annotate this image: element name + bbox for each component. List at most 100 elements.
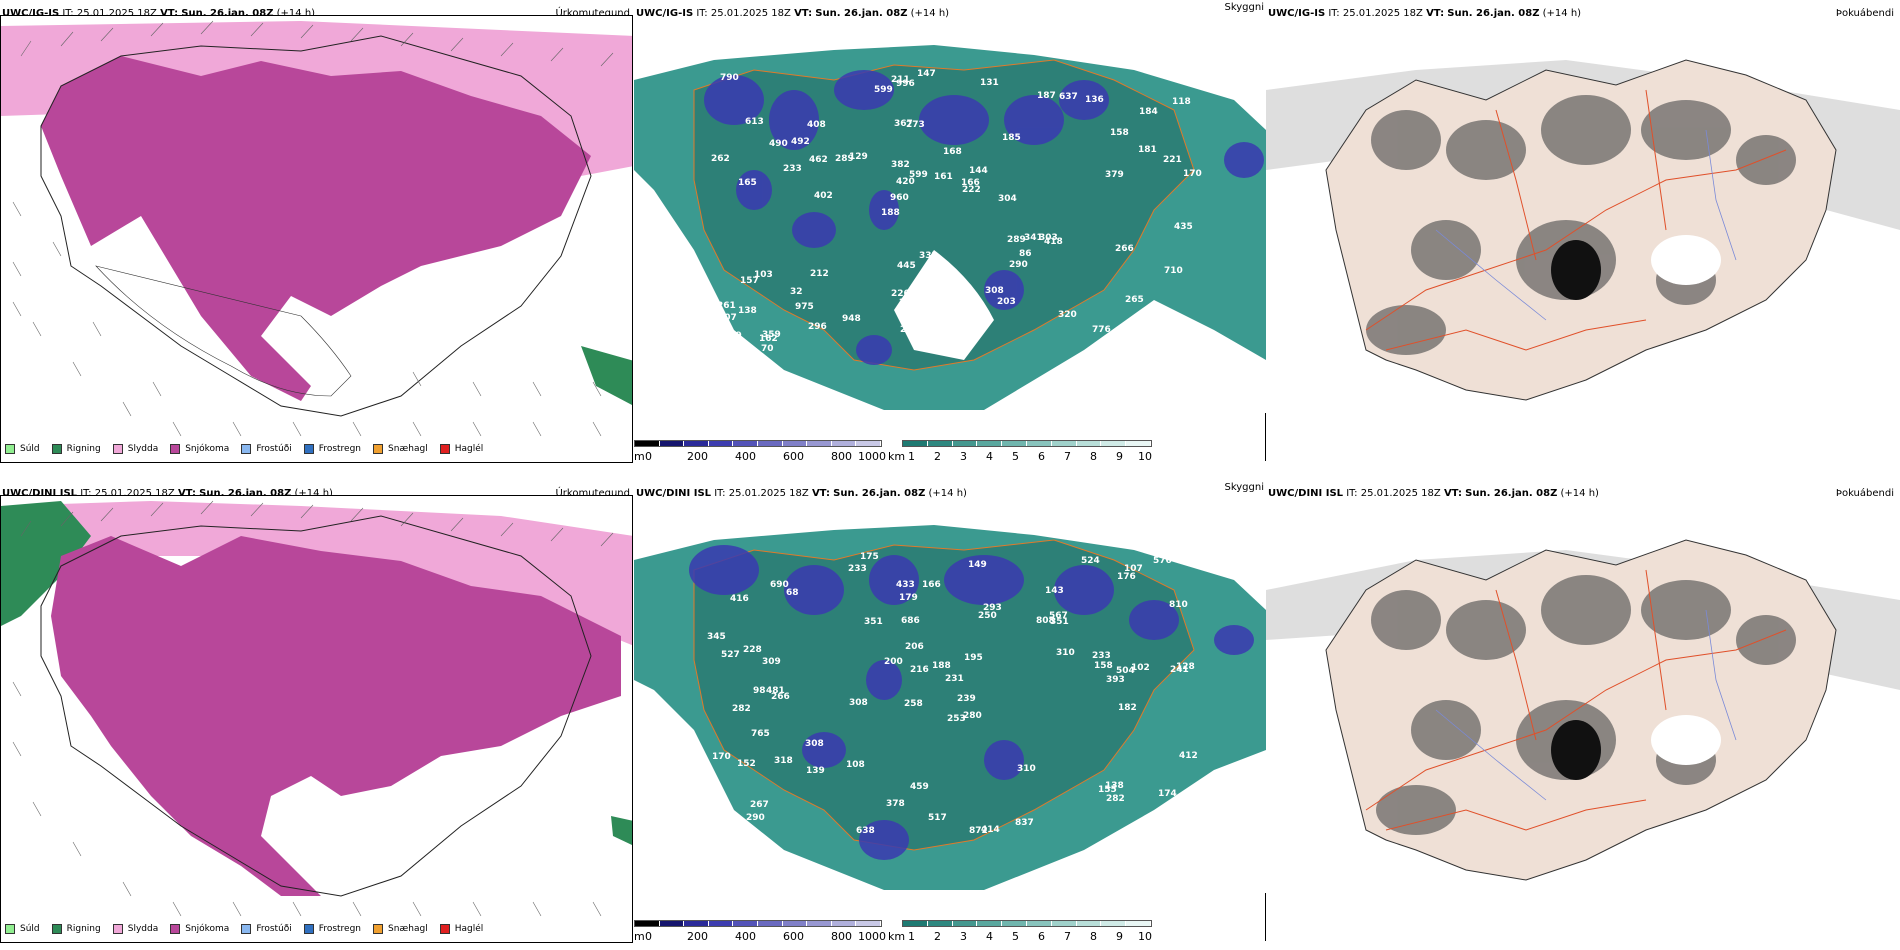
precip-map-svg bbox=[1, 16, 632, 462]
cloud-value-label: 837 bbox=[1015, 818, 1034, 828]
cloud-value-label: 136 bbox=[1085, 95, 1104, 105]
tick: 1 bbox=[908, 930, 915, 943]
legend-item-snjokoma: Snjókoma bbox=[170, 924, 229, 934]
seg bbox=[1002, 441, 1027, 446]
tick: 10 bbox=[1138, 930, 1152, 943]
cloud-value-label: 280 bbox=[963, 711, 982, 721]
precip-map-svg bbox=[1, 496, 632, 942]
cloud-value-label: 309 bbox=[762, 657, 781, 667]
cloud-value-label: 308 bbox=[985, 286, 1004, 296]
tick: 0 bbox=[645, 450, 652, 463]
cloud-value-label: 240 bbox=[900, 325, 919, 335]
cloud-value-label: 211 bbox=[891, 75, 910, 85]
cloud-value-label: 131 bbox=[980, 78, 999, 88]
cloud-value-label: 233 bbox=[783, 164, 802, 174]
cloud-value-label: 144 bbox=[969, 166, 988, 176]
cloud-value-label: 638 bbox=[856, 826, 875, 836]
cloud-value-label: 576 bbox=[1153, 556, 1172, 566]
tick: 2 bbox=[934, 450, 941, 463]
panel-title: UWC/DINI ISL IT: 25.01.2025 18Z VT: Sun.… bbox=[1268, 488, 1599, 499]
seg bbox=[977, 441, 1003, 446]
cloud-value-label: 320 bbox=[1058, 310, 1077, 320]
cloud-value-label: 149 bbox=[968, 560, 987, 570]
cloud-value-label: 221 bbox=[938, 287, 957, 297]
precip-legend: Súld Rigning Slydda Snjókoma Frostúði Fr… bbox=[5, 444, 483, 454]
legend-item-frostregn: Frostregn bbox=[303, 924, 361, 934]
cloud-value-label: 181 bbox=[1138, 145, 1157, 155]
seg bbox=[1126, 921, 1151, 926]
swatch bbox=[303, 444, 314, 454]
vis-unit: km bbox=[888, 450, 906, 463]
cloud-value-label: 567 bbox=[1049, 611, 1068, 621]
cloud-value-label: 296 bbox=[808, 322, 827, 332]
seg bbox=[856, 441, 881, 446]
cloud-value-label: 517 bbox=[928, 813, 947, 823]
cloud-value-label: 808 bbox=[1036, 616, 1055, 626]
legend-item-frostudi: Frostúði bbox=[241, 444, 292, 454]
cloud-value-label: 810 bbox=[1169, 600, 1188, 610]
swatch bbox=[112, 924, 123, 934]
cloud-value-label: 416 bbox=[730, 594, 749, 604]
cloud-value-label: 359 bbox=[762, 330, 781, 340]
tick: 400 bbox=[735, 930, 756, 943]
cloud-value-label: 402 bbox=[814, 191, 833, 201]
height-unit: m bbox=[634, 930, 645, 943]
visibility-scale: km 1 2 3 4 5 6 7 8 9 10 bbox=[888, 440, 1158, 468]
tick: 4 bbox=[986, 450, 993, 463]
cloud-panel-row1: UWC/IG-IS IT: 25.01.2025 18Z VT: Sun. 26… bbox=[634, 0, 1266, 470]
cloud-value-label: 165 bbox=[738, 178, 757, 188]
tick: 200 bbox=[687, 930, 708, 943]
legend-item-rigning: Rigning bbox=[51, 444, 101, 454]
seg bbox=[1002, 921, 1027, 926]
cloud-value-label: 332 bbox=[919, 251, 938, 261]
cloud-value-label: 490 bbox=[769, 139, 788, 149]
swatch bbox=[170, 444, 181, 454]
cloud-value-label: 412 bbox=[1179, 751, 1198, 761]
cloud-value-label: 710 bbox=[1164, 266, 1183, 276]
cloud-panel-row2: UWC/DINI ISL IT: 25.01.2025 18Z VT: Sun.… bbox=[634, 480, 1266, 950]
cloud-value-label: 212 bbox=[810, 269, 829, 279]
fog-panel-row2: UWC/DINI ISL IT: 25.01.2025 18Z VT: Sun.… bbox=[1266, 480, 1900, 950]
cloud-value-label: 492 bbox=[791, 137, 810, 147]
seg bbox=[1051, 921, 1077, 926]
cloud-value-label: 241 bbox=[1170, 665, 1189, 675]
panel-title: UWC/IG-IS IT: 25.01.2025 18Z VT: Sun. 26… bbox=[636, 8, 950, 19]
cloud-value-label: 351 bbox=[1050, 617, 1069, 627]
cloud-value-label: 168 bbox=[943, 147, 962, 157]
legend-item-haglel: Haglél bbox=[439, 444, 483, 454]
panel-title: UWC/IG-IS IT: 25.01.2025 18Z VT: Sun. 26… bbox=[2, 8, 316, 19]
cloud-value-label: 179 bbox=[899, 593, 918, 603]
swatch bbox=[51, 924, 62, 934]
cloud-value-label: 948 bbox=[842, 314, 861, 324]
precip-map: Súld Rigning Slydda Snjókoma Frostúði Fr… bbox=[0, 15, 633, 463]
cloud-value-label: 176 bbox=[1117, 572, 1136, 582]
swatch bbox=[439, 444, 450, 454]
swatch bbox=[5, 444, 15, 454]
cloud-value-label: 273 bbox=[906, 120, 925, 130]
cloud-value-label: 414 bbox=[981, 825, 1000, 835]
seg bbox=[659, 441, 685, 446]
cloud-values: 175 143 241 258 280 481 416 808 282 250 231 290 233 3… bbox=[707, 552, 1198, 836]
seg bbox=[757, 441, 783, 446]
cloud-value-label: 188 bbox=[932, 661, 951, 671]
cloud-value-label: 222 bbox=[962, 185, 981, 195]
tick: 5 bbox=[1012, 450, 1019, 463]
tick: 200 bbox=[687, 450, 708, 463]
seg bbox=[1076, 441, 1102, 446]
swatch bbox=[112, 444, 123, 454]
seg bbox=[635, 441, 660, 446]
tick: 800 bbox=[831, 450, 852, 463]
panel-name: Úrkomutegund bbox=[555, 488, 630, 499]
swatch bbox=[51, 444, 62, 454]
seg bbox=[782, 441, 808, 446]
cloud-value-label: 776 bbox=[1092, 325, 1111, 335]
cloud-value-label: 308 bbox=[805, 739, 824, 749]
height-unit: m bbox=[634, 450, 645, 463]
cloud-value-label: 250 bbox=[978, 611, 997, 621]
tick: 1000 bbox=[858, 450, 886, 463]
legend-item-frostudi: Frostúði bbox=[241, 924, 292, 934]
cloud-value-label: 282 bbox=[1106, 794, 1125, 804]
seg bbox=[831, 921, 857, 926]
cloud-value-label: 308 bbox=[849, 698, 868, 708]
panel-name: Þokuábendi bbox=[1835, 8, 1894, 19]
